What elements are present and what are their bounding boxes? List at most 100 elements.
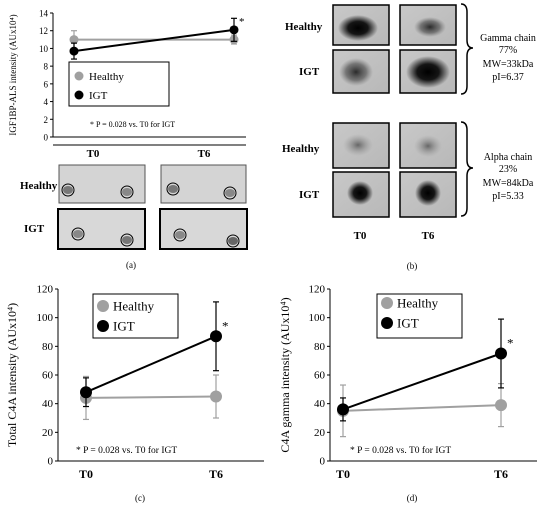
legend-label: IGT (397, 316, 419, 331)
legend-marker (74, 90, 84, 100)
y-tick-label: 14 (39, 9, 49, 19)
y-axis-label: Total C4A intensity (AUx10⁴) (5, 303, 19, 447)
series-line (342, 352, 502, 411)
blot-b-alpha-healthy-t0 (332, 122, 390, 169)
legend-marker (74, 71, 84, 81)
gamma-brace (460, 3, 474, 95)
y-tick-label: 20 (42, 427, 54, 439)
legend-marker (381, 297, 393, 309)
legend-marker (381, 317, 393, 329)
blot-b-alpha-healthy-t6 (399, 122, 457, 169)
panel-d-caption: (d) (407, 493, 418, 503)
blot-b-row-label: Healthy (285, 21, 323, 33)
legend-label: Healthy (89, 71, 124, 83)
panel-b: Healthy IGT Healthy IGT (282, 3, 536, 271)
series-line (342, 404, 502, 412)
legend-box (92, 293, 179, 339)
significance-star: * (507, 336, 514, 351)
alpha-chain-percent: 23% (499, 164, 517, 175)
panel-a-caption: (a) (126, 260, 136, 270)
y-tick-label: 0 (48, 456, 54, 468)
panel-a-chart: 0 2 4 6 8 10 12 14 IGF1BP-ALS intensity (AUx10⁴)… (8, 9, 246, 146)
footnote: * P = 0.028 vs. T0 for IGT (350, 445, 451, 456)
gamma-chain-label: Gamma chain (480, 33, 536, 44)
series-line (85, 395, 217, 399)
blot-b-gamma-healthy-t6 (399, 4, 457, 46)
alpha-annotation: Alpha chain 23% MW=84kDa pI=5.33 (483, 152, 534, 202)
y-tick-label: 10 (39, 44, 49, 54)
significance-star: * (222, 318, 229, 333)
y-tick-label: 80 (42, 341, 54, 353)
legend-marker (97, 300, 109, 312)
blot-b-row-label: IGT (299, 189, 320, 201)
y-tick-label: 60 (42, 370, 54, 382)
blot-b-alpha-igt-t0 (332, 171, 390, 218)
y-tick-label: 60 (314, 370, 326, 382)
panel-a: 0 2 4 6 8 10 12 14 IGF1BP-ALS intensity (AUx10⁴)… (8, 9, 248, 270)
data-point (495, 347, 507, 360)
data-point (495, 399, 507, 412)
panel-d-chart: 0 20 40 60 80 100 120 C4A gamma intensity (AUx1… (278, 284, 537, 481)
gamma-annotation: Gamma chain 77% MW=33kDa pI=6.37 (480, 33, 536, 83)
y-tick-label: 0 (320, 456, 326, 468)
y-tick-label: 4 (44, 97, 49, 107)
y-tick-label: 0 (44, 133, 49, 143)
data-point (337, 403, 349, 416)
footnote: * P = 0.028 vs. T0 for IGT (76, 445, 177, 456)
alpha-chain-pi: pI=5.33 (492, 191, 523, 202)
y-tick-label: 40 (42, 398, 54, 410)
alpha-chain-mw: MW=84kDa (483, 178, 534, 189)
data-point (69, 35, 79, 45)
panel-c: 0 20 40 60 80 100 120 Total C4A intensity (AUx1… (5, 284, 264, 503)
legend-label: Healthy (397, 296, 439, 311)
alpha-chain-label: Alpha chain (484, 152, 533, 163)
y-tick-label: 12 (39, 26, 48, 36)
y-tick-label: 6 (44, 79, 49, 89)
series-line (73, 28, 235, 53)
blot-b-row-label: Healthy (282, 143, 320, 155)
legend-box (68, 61, 170, 107)
legend-label: Healthy (113, 299, 155, 314)
y-axis-label: C4A gamma intensity (AUx10⁴) (278, 297, 292, 452)
y-tick-label: 100 (309, 312, 326, 324)
x-tick-label: T6 (494, 467, 508, 481)
alpha-brace (460, 121, 474, 217)
blot-a-col-label: T6 (198, 148, 211, 160)
footnote: * P = 0.028 vs. T0 for IGT (90, 120, 175, 129)
blot-b-col-label: T6 (422, 230, 435, 242)
data-point (69, 46, 79, 56)
significance-star: * (239, 16, 245, 28)
y-tick-label: 120 (309, 284, 326, 296)
panel-d: 0 20 40 60 80 100 120 C4A gamma intensity (AUx1… (278, 284, 537, 503)
y-axis-label: IGF1BP-ALS intensity (AUx10⁴) (8, 14, 18, 135)
legend-marker (97, 320, 109, 332)
series-line (85, 335, 217, 394)
blot-a-row-label: IGT (24, 223, 45, 235)
panel-c-chart: 0 20 40 60 80 100 120 Total C4A intensity (AUx1… (5, 284, 264, 481)
y-tick-label: 100 (37, 312, 54, 324)
panel-c-caption: (c) (135, 493, 145, 503)
blot-a-igt-t6 (159, 208, 248, 250)
blot-b-col-label: T0 (354, 230, 367, 242)
blot-a-healthy-t6 (160, 164, 247, 204)
y-tick-label: 40 (314, 398, 326, 410)
data-point (229, 25, 239, 35)
blot-b-alpha-igt-t6 (399, 171, 457, 218)
data-point (80, 386, 92, 399)
panel-b-caption: (b) (407, 261, 418, 271)
x-tick-label: T6 (209, 467, 223, 481)
legend-label: IGT (89, 90, 108, 102)
blot-b-gamma-igt-t0 (332, 49, 390, 94)
y-tick-label: 120 (37, 284, 54, 296)
y-tick-label: 8 (44, 62, 49, 72)
x-tick-label: T0 (79, 467, 93, 481)
y-tick-label: 2 (44, 115, 49, 125)
y-tick-label: 20 (314, 427, 326, 439)
gamma-chain-pi: pI=6.37 (492, 72, 523, 83)
blot-a-col-label: T0 (87, 148, 100, 160)
gamma-chain-percent: 77% (499, 45, 517, 56)
data-point (210, 390, 222, 403)
y-tick-label: 80 (314, 341, 326, 353)
blot-b-row-label: IGT (299, 66, 320, 78)
